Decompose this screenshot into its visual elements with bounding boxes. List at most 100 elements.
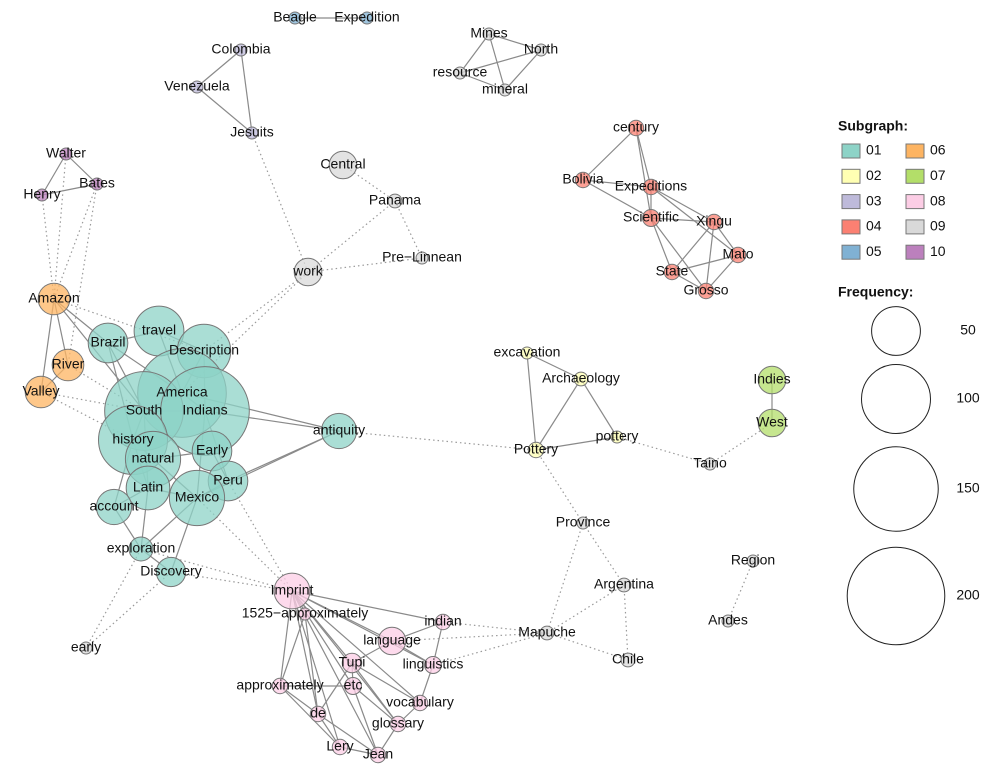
edge: [582, 179, 652, 219]
node: [757, 408, 787, 438]
edge: [304, 613, 319, 715]
legend-label: 01: [866, 142, 882, 158]
node: [24, 375, 58, 409]
node-label: Early: [196, 442, 228, 458]
node: [574, 171, 592, 189]
edge: [727, 560, 754, 622]
node-label: Andes: [708, 612, 748, 628]
node: [389, 715, 407, 733]
node-label: etc: [344, 677, 363, 693]
edge: [140, 548, 293, 592]
node: [360, 11, 374, 25]
legend-label: 06: [930, 142, 946, 158]
node-label: Beagle: [273, 9, 317, 25]
node: [729, 246, 747, 264]
node-label: Region: [731, 552, 775, 568]
node: [703, 457, 717, 471]
node: [271, 677, 289, 695]
node-label: Indies: [753, 371, 790, 387]
node-label: de: [310, 705, 326, 721]
edge: [85, 571, 172, 649]
node: [415, 251, 429, 265]
node: [320, 412, 358, 450]
node: [573, 371, 589, 387]
node-label: Mapuche: [518, 624, 576, 640]
node-label: indian: [424, 613, 461, 629]
edge: [291, 590, 434, 666]
edge: [535, 378, 582, 451]
legend-label: 08: [930, 192, 946, 208]
node-label: excavation: [494, 344, 561, 360]
node-label: antiquity: [313, 422, 365, 438]
legend-title: Frequency:: [838, 284, 913, 300]
edge: [459, 33, 490, 74]
legend-swatch: [841, 143, 861, 159]
edge: [291, 590, 354, 687]
node-label: Taino: [693, 455, 727, 471]
node: [234, 43, 248, 57]
legend-size-label: 150: [956, 480, 980, 496]
node-label: vocabulary: [386, 694, 454, 710]
node: [642, 178, 660, 196]
node: [125, 465, 171, 511]
edge: [650, 217, 707, 292]
node: [663, 263, 681, 281]
node-label: Mines: [470, 25, 507, 41]
node: [746, 554, 760, 568]
edge: [41, 183, 98, 196]
node-label: Latin: [133, 479, 163, 495]
node-label: Peru: [213, 472, 243, 488]
node: [59, 147, 73, 161]
node-label: North: [524, 41, 558, 57]
edge: [351, 662, 421, 704]
node: [757, 365, 787, 395]
legend-label: 03: [866, 192, 882, 208]
node: [377, 626, 407, 656]
legend-label: 05: [866, 243, 882, 259]
labels: Beagle Expedition Colombia Venezuela Jesuits…: [22, 9, 790, 762]
edge: [709, 422, 773, 465]
legend-label: 04: [866, 218, 882, 234]
node: [37, 282, 71, 316]
node-label: Description: [169, 342, 239, 358]
node: [298, 607, 312, 621]
edge: [582, 179, 652, 188]
edge: [279, 685, 341, 748]
edge: [504, 49, 542, 91]
edge: [53, 153, 67, 300]
edge: [317, 713, 379, 756]
legend-swatch: [905, 168, 925, 184]
node: [498, 83, 512, 97]
node-label: approximately: [236, 677, 323, 693]
node-label: natural: [132, 450, 175, 466]
edge: [650, 217, 715, 223]
legend-swatch: [841, 194, 861, 210]
edge: [307, 200, 396, 273]
legend-size-circle: [853, 446, 939, 532]
edge: [291, 590, 421, 704]
node: [51, 348, 85, 382]
node: [273, 572, 311, 610]
node: [527, 441, 545, 459]
edge: [582, 127, 637, 181]
edge: [671, 254, 739, 273]
node-label: Mexico: [175, 489, 220, 505]
node-label: exploration: [107, 540, 176, 556]
node: [344, 677, 362, 695]
edge: [582, 522, 625, 586]
node-label: Lery: [326, 738, 353, 754]
edge: [535, 436, 618, 451]
node: [331, 738, 349, 756]
node-label: River: [52, 356, 85, 372]
node-label: Discovery: [140, 563, 201, 579]
edge: [459, 49, 542, 74]
node: [95, 488, 133, 526]
node-label: South: [126, 402, 163, 418]
node: [387, 193, 403, 209]
edge: [85, 548, 142, 649]
edge: [279, 613, 306, 687]
node: [424, 656, 442, 674]
node-label: Jesuits: [230, 124, 274, 140]
edge: [535, 449, 584, 524]
node-label: Pre−Linnean: [382, 249, 462, 265]
